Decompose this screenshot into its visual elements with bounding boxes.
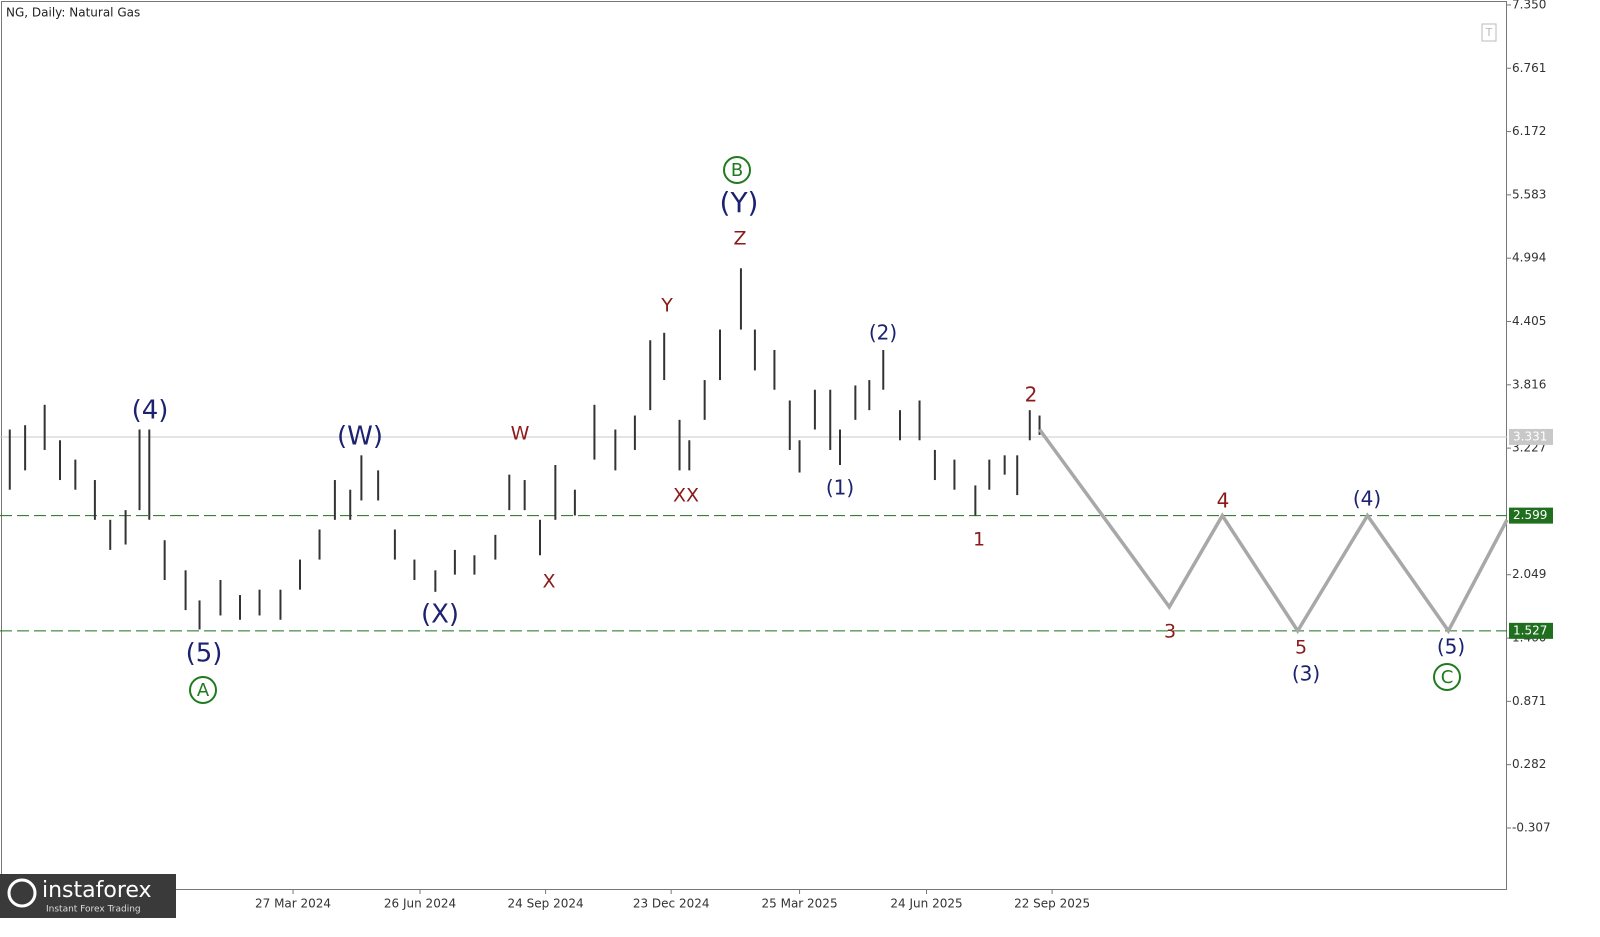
wave-label: 1 xyxy=(973,529,985,551)
chart-title: NG, Daily: Natural Gas xyxy=(6,6,140,20)
x-tick-label: 26 Jun 2024 xyxy=(384,897,456,911)
toggle-label[interactable]: T xyxy=(1485,26,1493,39)
level-label: 2.599 xyxy=(1513,508,1547,522)
x-tick-label: 25 Mar 2025 xyxy=(762,897,838,911)
wave-label: 3 xyxy=(1164,621,1176,643)
wave-label: Y xyxy=(660,295,673,317)
y-tick-label: -0.307 xyxy=(1512,820,1551,834)
wave-label: Z xyxy=(733,228,746,250)
wave-label: X xyxy=(542,571,555,593)
wave-label: W xyxy=(511,423,530,445)
wave-label: B xyxy=(731,160,743,181)
wave-label: 5 xyxy=(1295,637,1307,659)
wave-circle xyxy=(189,676,217,704)
wave-label: (4) xyxy=(132,396,169,426)
wave-label: (5) xyxy=(1437,635,1465,659)
wave-label: 4 xyxy=(1217,489,1230,513)
y-tick-label: 4.994 xyxy=(1512,251,1546,265)
logo-icon xyxy=(7,878,37,908)
y-tick-label: 4.405 xyxy=(1512,314,1546,328)
x-tick-label: 22 Sep 2025 xyxy=(1014,897,1090,911)
plot-frame xyxy=(1,1,1507,890)
x-tick-label: 24 Sep 2024 xyxy=(508,897,584,911)
logo-name: instaforex xyxy=(42,878,152,903)
wave-label: A xyxy=(197,680,210,701)
level-label-box xyxy=(1509,507,1553,524)
wave-label: (W) xyxy=(337,422,383,452)
level-label: 3.331 xyxy=(1513,429,1547,443)
wave-label: 2 xyxy=(1025,383,1038,407)
y-tick-label: 2.049 xyxy=(1512,567,1546,581)
x-tick-label: 23 Dec 2024 xyxy=(633,897,710,911)
level-label-box xyxy=(1509,622,1553,639)
logo: instaforex Instant Forex Trading xyxy=(0,874,176,918)
y-tick-label: 6.172 xyxy=(1512,124,1546,138)
wave-label: (Y) xyxy=(720,186,759,219)
level-label: 1.527 xyxy=(1513,623,1547,637)
x-tick-label: 27 Mar 2024 xyxy=(255,897,331,911)
wave-label: (3) xyxy=(1292,662,1320,686)
y-tick-label: 0.282 xyxy=(1512,757,1546,771)
forecast-path xyxy=(1038,428,1509,635)
wave-label: C xyxy=(1441,667,1454,688)
wave-label: (2) xyxy=(869,321,897,345)
wave-label: (4) xyxy=(1353,487,1381,511)
y-tick-label: 5.583 xyxy=(1512,187,1546,201)
y-tick-label: 0.871 xyxy=(1512,694,1546,708)
wave-label: (5) xyxy=(186,639,223,669)
wave-circle xyxy=(723,156,751,184)
wave-label: (1) xyxy=(826,476,854,500)
x-tick-label: 24 Jun 2025 xyxy=(890,897,962,911)
level-label-box xyxy=(1509,428,1553,445)
y-tick-label: 3.816 xyxy=(1512,377,1546,391)
y-tick-label: 6.761 xyxy=(1512,61,1546,75)
wave-label: XX xyxy=(673,485,699,507)
toggle-button[interactable] xyxy=(1481,23,1497,42)
y-tick-label: 7.350 xyxy=(1512,0,1546,11)
logo-tagline: Instant Forex Trading xyxy=(46,905,141,915)
wave-label: (X) xyxy=(421,600,459,630)
wave-circle xyxy=(1433,663,1461,691)
